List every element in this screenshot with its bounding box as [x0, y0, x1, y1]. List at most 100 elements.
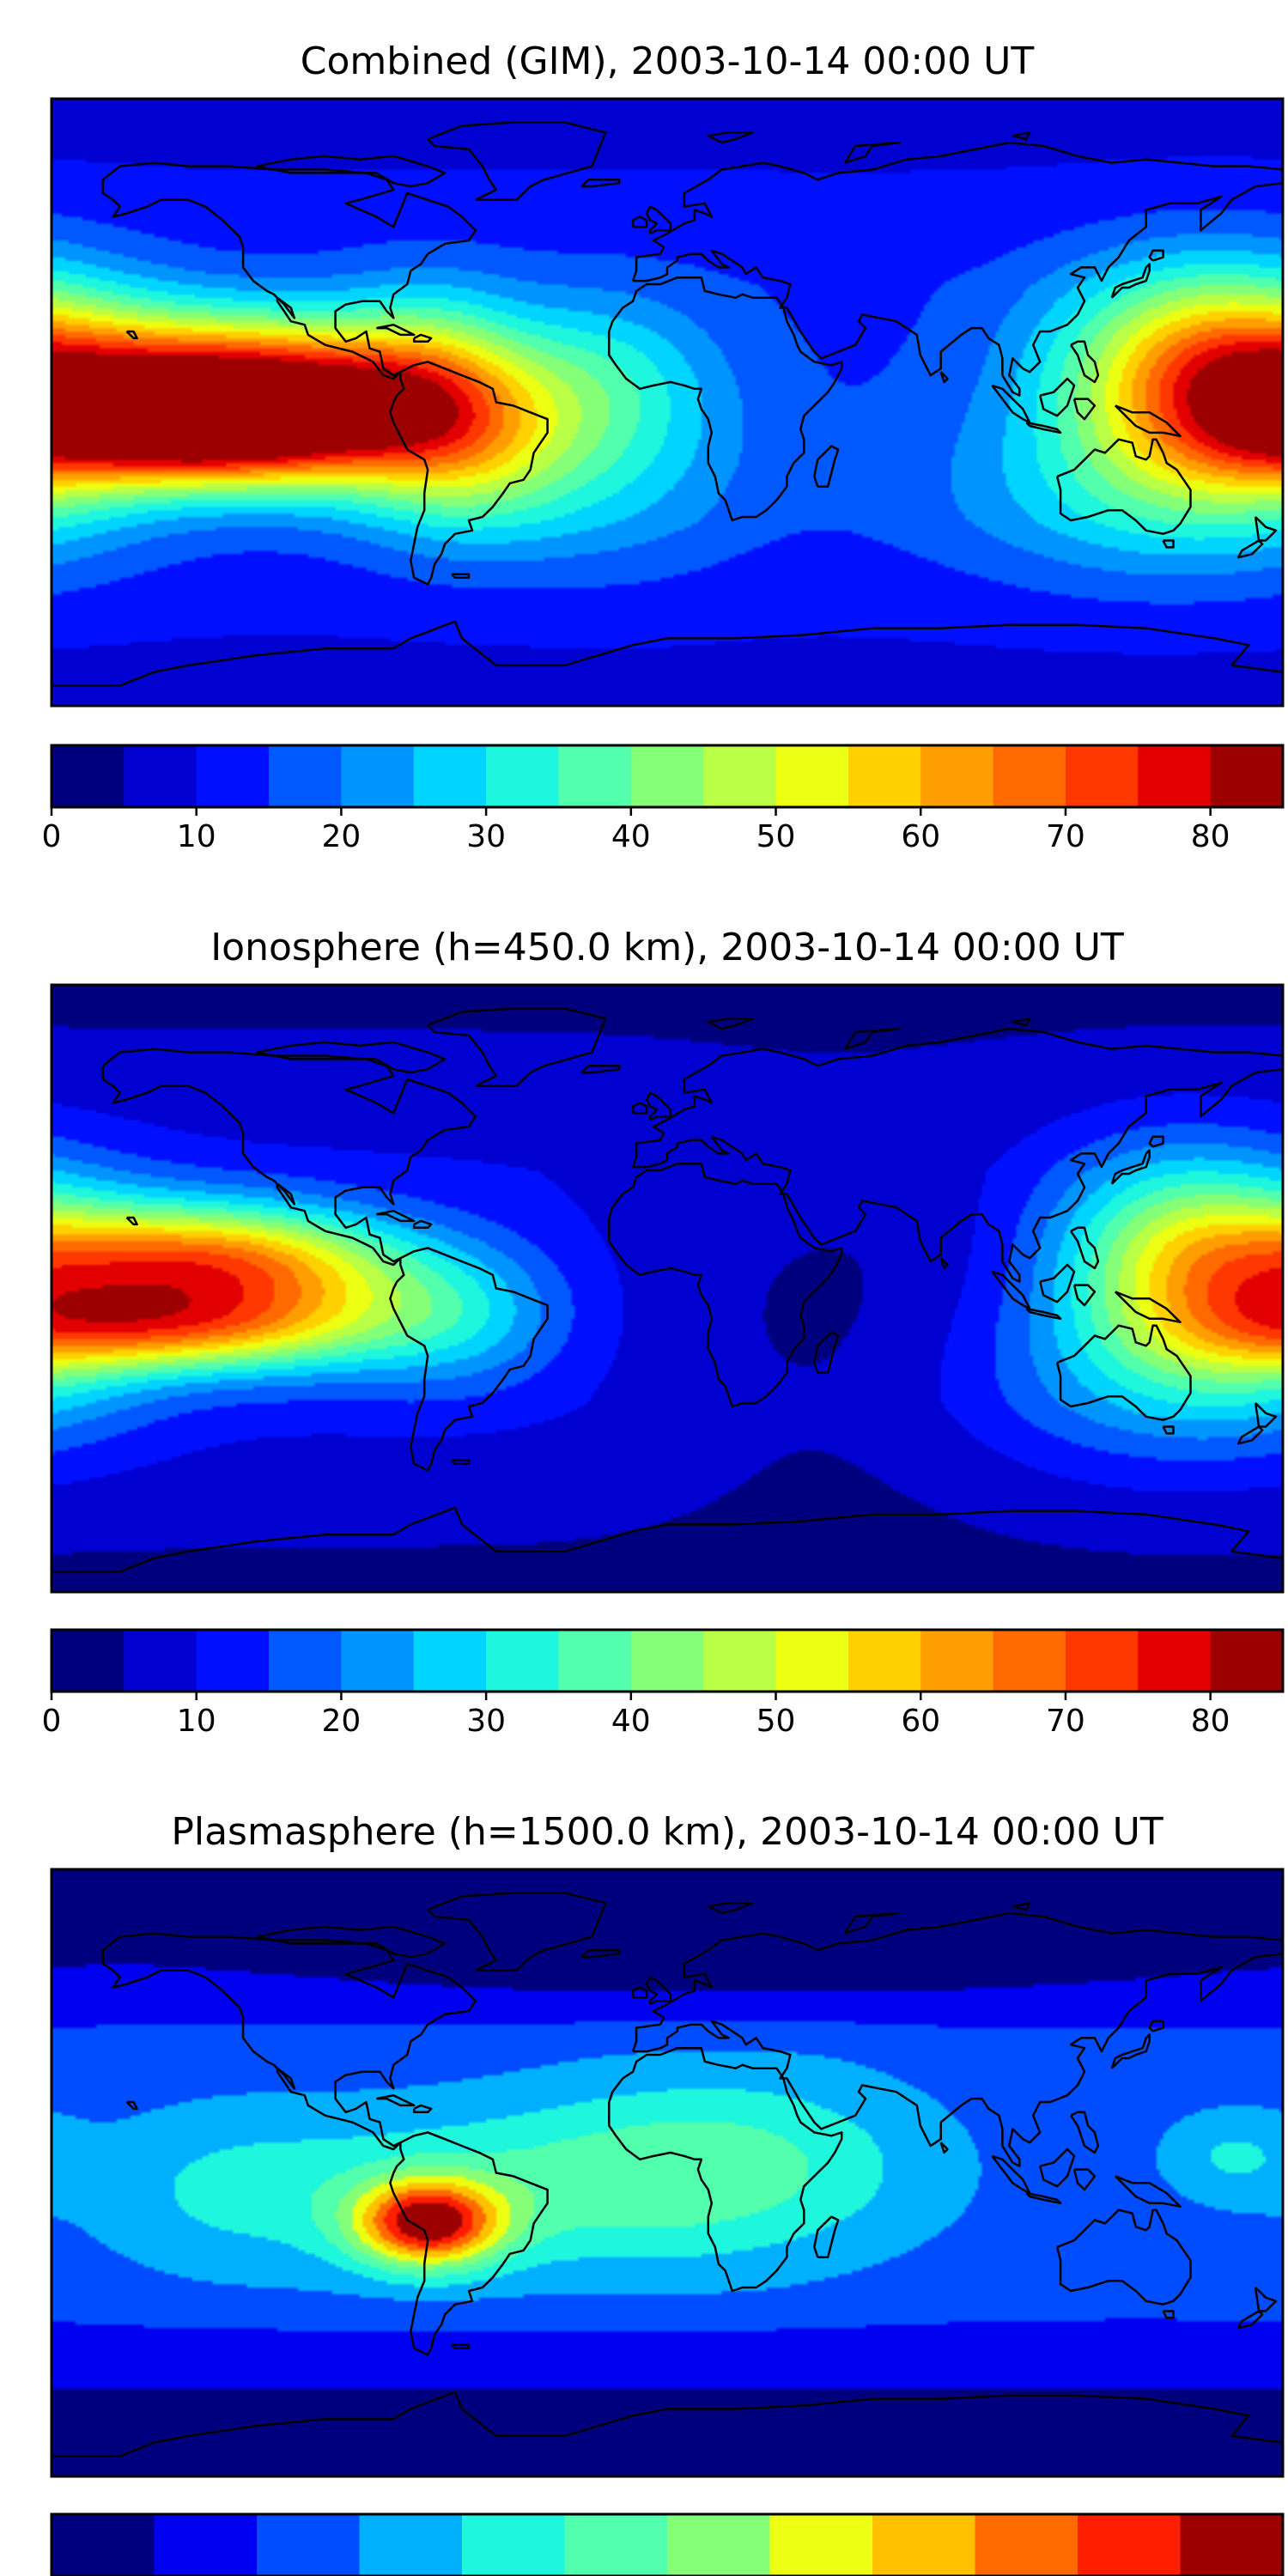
coastline-27	[580, 1949, 621, 1959]
coastlines	[52, 1892, 1283, 2458]
colorbar-tick-label-0: 0	[42, 819, 62, 854]
coastline-15	[1072, 2168, 1097, 2191]
coastline-23	[939, 2142, 949, 2154]
coastlines	[52, 121, 1283, 687]
coastline-0	[101, 1932, 477, 2151]
coastline-3	[608, 2046, 843, 2293]
colorbar-tick-label-1: 10	[177, 1704, 216, 1739]
heatmap-raster	[52, 985, 1283, 1592]
coastline-29	[844, 141, 902, 164]
heatmap-field	[52, 99, 1283, 706]
colorbar-segment-13	[993, 745, 1066, 807]
colorbar-segment-5	[413, 745, 487, 807]
colorbar-segment-15	[1138, 745, 1212, 807]
colorbar: 0 10 20 30 40 50 60 70 80	[42, 744, 1285, 854]
coastline-11	[1148, 1135, 1164, 1148]
coastline-8	[645, 1091, 672, 1121]
colorbar-tick-label-3: 30	[466, 819, 506, 854]
colorbar-segment-5	[564, 2514, 668, 2576]
coastline-13	[1025, 421, 1062, 434]
coastline-14	[1038, 377, 1076, 417]
colorbar-tick-label-2: 20	[322, 1704, 361, 1739]
coastline-30	[1012, 1902, 1031, 1911]
colorbar-segment-4	[341, 745, 415, 807]
coastline-25	[1162, 539, 1175, 549]
coastline-26	[451, 2343, 471, 2349]
colorbar-tick-label-7: 70	[1046, 819, 1085, 854]
coastline-18	[813, 1331, 840, 1374]
coastline-11	[1148, 2020, 1164, 2032]
colorbar: 051015202530	[50, 2512, 1285, 2576]
coastline-5	[52, 1506, 1283, 1573]
colorbar-frame	[50, 2512, 1285, 2576]
coastline-17	[1069, 2111, 1100, 2154]
colorbar-segment-11	[848, 1630, 921, 1692]
coastline-29	[844, 1911, 902, 1935]
coastline-28	[707, 1018, 754, 1030]
colorbar-tick-label-5: 50	[756, 819, 796, 854]
colorbar-segment-16	[1210, 1630, 1284, 1692]
coastline-28	[707, 1902, 754, 1915]
panel-plasmasphere: Plasmasphere (h=1500.0 km), 2003-10-14 0…	[50, 1810, 1285, 2576]
coastline-4	[1055, 2208, 1192, 2306]
coastline-22	[412, 333, 433, 343]
map-frame	[50, 1868, 1285, 2478]
coastline-5	[52, 2391, 1283, 2458]
coastline-1	[389, 361, 549, 586]
colorbar-segment-6	[486, 1630, 560, 1692]
coastline-10	[1110, 2033, 1151, 2069]
coastline-30	[1012, 131, 1031, 141]
colorbar-segment-7	[769, 2514, 873, 2576]
coastline-19	[1254, 516, 1278, 542]
coastline-27	[580, 1065, 621, 1074]
coastline-0	[101, 161, 477, 380]
coastline-2	[632, 1027, 1283, 1283]
coastline-3	[608, 276, 843, 522]
coastline-3	[608, 1162, 843, 1408]
map-frame	[50, 97, 1285, 708]
coastline-20	[1236, 539, 1264, 559]
colorbar-segment-6	[486, 745, 560, 807]
coastline-21	[376, 323, 416, 337]
coastline-23	[939, 1257, 949, 1270]
colorbar-frame	[50, 744, 1285, 809]
colorbar-segment-3	[269, 745, 343, 807]
coastline-24	[125, 330, 138, 340]
map-frame	[50, 983, 1285, 1594]
colorbar-segment-10	[775, 745, 849, 807]
colorbar-segment-15	[1138, 1630, 1212, 1692]
coastline-13	[1025, 1307, 1062, 1321]
coastline-20	[1236, 2310, 1264, 2330]
colorbar-segment-1	[124, 1630, 197, 1692]
colorbar-segment-2	[196, 1630, 270, 1692]
colorbar-segment-8	[872, 2514, 976, 2576]
coastline-10	[1110, 1149, 1151, 1185]
colorbar-segment-11	[1180, 2514, 1284, 2576]
colorbar-segment-7	[558, 745, 632, 807]
coastline-2	[632, 141, 1283, 397]
colorbar-segment-9	[975, 2514, 1078, 2576]
colorbar-tick-label-6: 60	[901, 1704, 940, 1739]
coastline-18	[813, 445, 840, 488]
coastline-23	[939, 371, 949, 384]
coastline-19	[1254, 2287, 1278, 2312]
coastline-18	[813, 2215, 840, 2258]
coastline-24	[125, 1216, 138, 1226]
coastline-16	[1114, 404, 1182, 438]
coastline-17	[1069, 340, 1100, 384]
coastline-17	[1069, 1226, 1100, 1270]
coastline-4	[1055, 1324, 1192, 1421]
coastline-15	[1072, 1284, 1097, 1307]
coastline-16	[1114, 2175, 1182, 2208]
coastline-22	[412, 1219, 433, 1230]
coastline-2	[632, 1911, 1283, 2167]
colorbar-segment-3	[359, 2514, 463, 2576]
coastline-6	[426, 1892, 607, 1972]
coastline-7	[256, 1925, 447, 1959]
heatmap-raster	[52, 99, 1283, 706]
coastline-24	[125, 2100, 138, 2111]
colorbar-segment-6	[667, 2514, 771, 2576]
coastline-19	[1254, 1402, 1278, 1428]
coastline-9	[631, 216, 648, 228]
